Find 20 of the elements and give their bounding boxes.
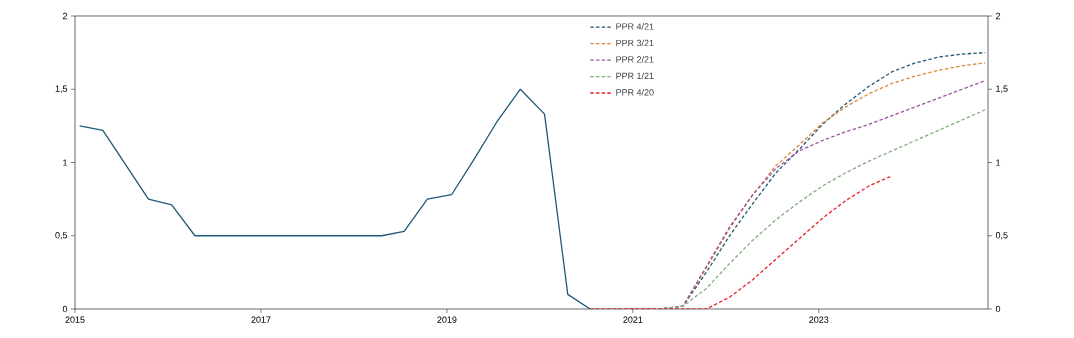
y2-tick-label: 1 [996,159,1001,166]
y2-tick-label: 0,5 [995,232,1008,240]
legend-label: PPR 4/20 [616,89,654,96]
y-tick-label: 0 [62,305,68,313]
x-tick-label: 2023 [809,316,829,323]
legend-label: PPR 4/21 [616,23,654,30]
y-tick-label: 2 [62,12,68,20]
y2-tick-label: 1,5 [996,85,1008,93]
x-tick-label: 2015 [65,316,85,323]
y2-tick-label: 0 [995,305,1001,313]
y-tick-label: 0,5 [55,232,68,240]
x-tick-label: 2017 [251,316,271,323]
legend-label: PPR 2/21 [616,56,654,63]
y-tick-label: 1 [63,159,68,166]
y2-tick-label: 2 [995,12,1001,20]
x-tick-label: 2019 [437,316,457,323]
x-tick-label: 2021 [623,316,643,323]
legend-label: PPR 3/21 [616,39,654,47]
legend-label: PPR 1/21 [616,72,654,80]
y-tick-label: 1,5 [55,85,68,93]
